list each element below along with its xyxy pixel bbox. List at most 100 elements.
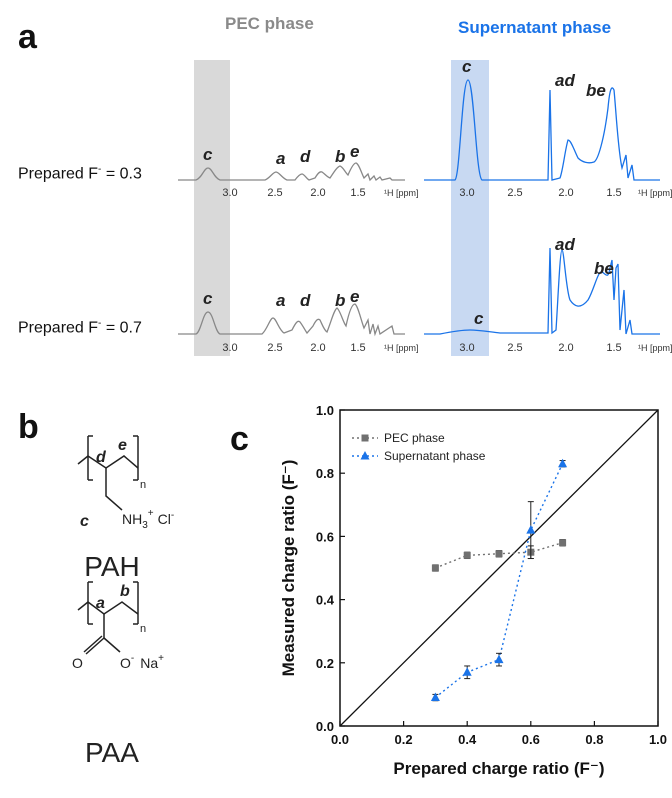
paa-label-a: a <box>96 595 105 612</box>
peak-label: be <box>586 81 606 100</box>
y-tick-label: 0.0 <box>316 719 334 734</box>
pec-phase-title: PEC phase <box>225 14 314 33</box>
panel-a-letter: a <box>18 18 37 56</box>
data-point-supernatant <box>494 654 504 664</box>
panel-c-letter: c <box>230 420 249 458</box>
reference-line <box>339 409 659 727</box>
data-point-supernatant <box>558 458 568 468</box>
x-tick-label: 0.6 <box>522 732 540 747</box>
peak-label: d <box>300 147 311 166</box>
peak-label: c <box>203 289 213 308</box>
ppm-tick: 3.0 <box>459 187 474 199</box>
peak-label: c <box>203 145 213 164</box>
sup-spectrum-row1 <box>424 79 660 181</box>
sup-ppm-axis-row1: 3.0 2.5 2.0 1.5 ¹H [ppm] <box>459 187 672 199</box>
sup-ppm-axis-row2: 3.0 2.5 2.0 1.5 ¹H [ppm] <box>459 342 672 354</box>
x-tick-label: 0.0 <box>331 732 349 747</box>
row2-label: Prepared F- = 0.7 <box>18 318 142 337</box>
ppm-tick: 2.5 <box>507 342 522 354</box>
ppm-tick: 1.5 <box>350 342 365 354</box>
ppm-tick: 2.0 <box>558 342 573 354</box>
legend-label: Supernatant phase <box>384 449 486 463</box>
peak-label: a <box>276 149 285 168</box>
ppm-unit: ¹H [ppm] <box>384 188 419 198</box>
ppm-tick: 2.5 <box>267 187 282 199</box>
data-point-pec <box>559 539 567 547</box>
ppm-tick: 1.5 <box>606 342 621 354</box>
y-tick-label: 0.2 <box>316 656 334 671</box>
peak-label: e <box>350 142 359 161</box>
pec-spectrum-row1 <box>178 162 405 182</box>
x-tick-label: 0.8 <box>585 732 603 747</box>
x-axis-label: Prepared charge ratio (F⁻) <box>393 759 604 778</box>
pah-label-e: e <box>118 437 127 454</box>
pah-structure <box>77 435 139 511</box>
sup-c-band <box>451 60 489 356</box>
ppm-unit: ¹H [ppm] <box>638 188 672 198</box>
pec-spectrum-row2 <box>178 303 405 337</box>
peak-label: ad <box>555 71 575 90</box>
pah-label-d: d <box>96 449 107 466</box>
peak-label: ad <box>555 235 575 254</box>
ppm-tick: 3.0 <box>222 187 237 199</box>
pah-nh3: NH3+ Cl- <box>122 508 174 531</box>
y-tick-label: 0.4 <box>316 593 335 608</box>
ppm-tick: 2.0 <box>310 187 325 199</box>
sup-spectrum-row2 <box>424 247 660 335</box>
data-point-supernatant <box>462 667 472 676</box>
peak-label: a <box>276 291 285 310</box>
peak-labels: c a d b e c ad be c a d b e c ad be <box>203 57 614 328</box>
paa-o-double: O <box>72 655 83 671</box>
paa-structure <box>77 581 139 655</box>
x-tick-label: 0.2 <box>395 732 413 747</box>
x-tick-label: 1.0 <box>649 732 667 747</box>
ppm-tick: 1.5 <box>606 187 621 199</box>
pec-ppm-axis-row1: 3.0 2.5 2.0 1.5 ¹H [ppm] <box>222 187 418 199</box>
legend-marker <box>361 434 369 442</box>
ppm-tick: 3.0 <box>222 342 237 354</box>
data-point-supernatant <box>430 692 440 702</box>
y-tick-label: 0.8 <box>316 466 334 481</box>
legend-label: PEC phase <box>384 431 445 445</box>
data-point-pec <box>495 550 503 558</box>
pah-n-subscript: n <box>140 479 146 491</box>
peak-label: c <box>474 309 484 328</box>
peak-label: d <box>300 291 311 310</box>
row1-label: Prepared F- = 0.3 <box>18 164 142 183</box>
data-point-pec <box>463 551 471 559</box>
data-point-supernatant <box>526 525 536 534</box>
pah-name: PAH <box>84 551 140 582</box>
charge-ratio-chart: 0.0 0.2 0.4 0.6 0.8 1.0 0.0 0.2 0.4 0.6 0.8 1.0 Prep… <box>279 403 667 778</box>
paa-n-subscript: n <box>140 623 146 635</box>
plot-frame <box>339 409 659 727</box>
ppm-tick: 2.5 <box>507 187 522 199</box>
ppm-unit: ¹H [ppm] <box>384 343 419 353</box>
ppm-tick: 3.0 <box>459 342 474 354</box>
ppm-tick: 2.5 <box>267 342 282 354</box>
pah-label-c: c <box>80 513 89 530</box>
peak-label: b <box>335 291 345 310</box>
supernatant-phase-title: Supernatant phase <box>458 18 612 37</box>
paa-label-b: b <box>120 583 130 600</box>
pec-c-band <box>194 60 230 356</box>
peak-label: c <box>462 57 472 76</box>
peak-label: e <box>350 287 359 306</box>
y-tick-label: 1.0 <box>316 403 334 418</box>
peak-label: b <box>335 147 345 166</box>
panel-b-letter: b <box>18 408 39 446</box>
paa-name: PAA <box>85 737 139 768</box>
ppm-tick: 2.0 <box>310 342 325 354</box>
data-point-pec <box>431 564 439 572</box>
chemical-structures: d e c n NH3+ Cl- PAH a b n O O- Na+ PAA <box>72 435 174 768</box>
legend-marker <box>360 451 370 460</box>
pec-ppm-axis-row2: 3.0 2.5 2.0 1.5 ¹H [ppm] <box>222 342 418 354</box>
ppm-tick: 1.5 <box>350 187 365 199</box>
x-tick-label: 0.4 <box>458 732 477 747</box>
peak-label: be <box>594 259 614 278</box>
y-tick-label: 0.6 <box>316 529 334 544</box>
ppm-tick: 2.0 <box>558 187 573 199</box>
ppm-unit: ¹H [ppm] <box>638 343 672 353</box>
nmr-spectra: 3.0 2.5 2.0 1.5 ¹H [ppm] 3.0 2.5 2.0 1.5… <box>178 57 672 356</box>
paa-o-single: O- Na+ <box>120 653 164 671</box>
y-axis-label: Measured charge ratio (F⁻) <box>279 460 298 677</box>
